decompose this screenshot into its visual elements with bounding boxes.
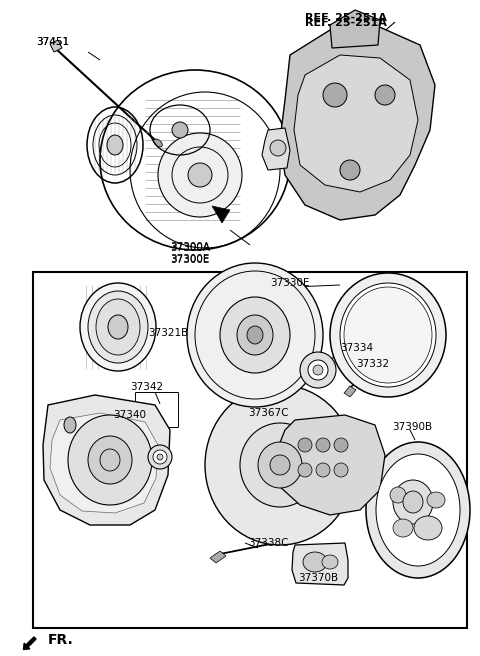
Text: 37367C: 37367C	[248, 408, 288, 418]
Ellipse shape	[96, 299, 140, 355]
Text: 37330E: 37330E	[270, 278, 310, 288]
Ellipse shape	[427, 492, 445, 508]
Circle shape	[157, 454, 163, 460]
Ellipse shape	[300, 352, 336, 388]
Text: 37338C: 37338C	[248, 538, 288, 548]
Ellipse shape	[344, 287, 432, 383]
Ellipse shape	[270, 455, 290, 475]
Circle shape	[298, 438, 312, 452]
Ellipse shape	[88, 436, 132, 484]
Circle shape	[375, 85, 395, 105]
Ellipse shape	[258, 442, 302, 488]
Ellipse shape	[393, 519, 413, 537]
Polygon shape	[50, 413, 158, 513]
Text: 37451: 37451	[36, 37, 69, 47]
Text: 37300E: 37300E	[170, 255, 209, 265]
Text: 37321B: 37321B	[148, 328, 188, 338]
Text: 37332: 37332	[356, 359, 389, 369]
Ellipse shape	[247, 326, 263, 344]
Circle shape	[298, 463, 312, 477]
Polygon shape	[50, 40, 62, 52]
Ellipse shape	[80, 283, 156, 371]
Ellipse shape	[376, 454, 460, 566]
Polygon shape	[275, 415, 385, 515]
Text: 37300A: 37300A	[170, 242, 210, 252]
Ellipse shape	[205, 385, 355, 545]
Polygon shape	[262, 128, 290, 170]
Circle shape	[270, 140, 286, 156]
Circle shape	[316, 463, 330, 477]
Text: 37334: 37334	[340, 343, 373, 353]
Ellipse shape	[100, 449, 120, 471]
Polygon shape	[294, 55, 418, 192]
Text: 37390B: 37390B	[392, 422, 432, 432]
Circle shape	[316, 438, 330, 452]
Ellipse shape	[154, 139, 162, 147]
Ellipse shape	[240, 423, 320, 507]
Polygon shape	[212, 206, 230, 223]
Ellipse shape	[188, 163, 212, 187]
Bar	[33, 272, 467, 628]
Text: 37451: 37451	[36, 37, 69, 47]
Ellipse shape	[303, 552, 327, 572]
Text: 37340: 37340	[113, 410, 146, 420]
Text: FR.: FR.	[48, 633, 74, 647]
Text: 37370B: 37370B	[298, 573, 338, 583]
Ellipse shape	[108, 315, 128, 339]
Ellipse shape	[107, 135, 123, 155]
Ellipse shape	[313, 365, 323, 375]
Ellipse shape	[158, 133, 242, 217]
Polygon shape	[344, 386, 356, 397]
FancyArrow shape	[24, 637, 36, 649]
Ellipse shape	[64, 417, 76, 433]
Circle shape	[340, 160, 360, 180]
Circle shape	[153, 450, 167, 464]
Ellipse shape	[88, 291, 148, 363]
Polygon shape	[280, 25, 435, 220]
Polygon shape	[43, 395, 170, 525]
Ellipse shape	[414, 516, 442, 540]
Ellipse shape	[366, 442, 470, 578]
Text: 37342: 37342	[130, 382, 163, 392]
Ellipse shape	[393, 480, 433, 524]
Text: 37300E: 37300E	[170, 254, 209, 264]
Ellipse shape	[340, 283, 436, 387]
Ellipse shape	[330, 273, 446, 397]
Ellipse shape	[187, 263, 323, 407]
Circle shape	[334, 463, 348, 477]
Circle shape	[323, 83, 347, 107]
Ellipse shape	[403, 491, 423, 513]
Ellipse shape	[68, 415, 152, 505]
Text: REF. 25-251A: REF. 25-251A	[305, 18, 387, 28]
Text: REF. 25-251A: REF. 25-251A	[305, 13, 387, 23]
Circle shape	[172, 122, 188, 138]
Text: 37300A: 37300A	[170, 243, 210, 253]
Ellipse shape	[220, 297, 290, 373]
Ellipse shape	[322, 555, 338, 569]
Ellipse shape	[308, 360, 328, 380]
Circle shape	[148, 445, 172, 469]
Ellipse shape	[237, 315, 273, 355]
Polygon shape	[292, 543, 348, 585]
Polygon shape	[210, 551, 226, 563]
Ellipse shape	[390, 487, 406, 503]
Circle shape	[334, 438, 348, 452]
Polygon shape	[330, 10, 380, 48]
